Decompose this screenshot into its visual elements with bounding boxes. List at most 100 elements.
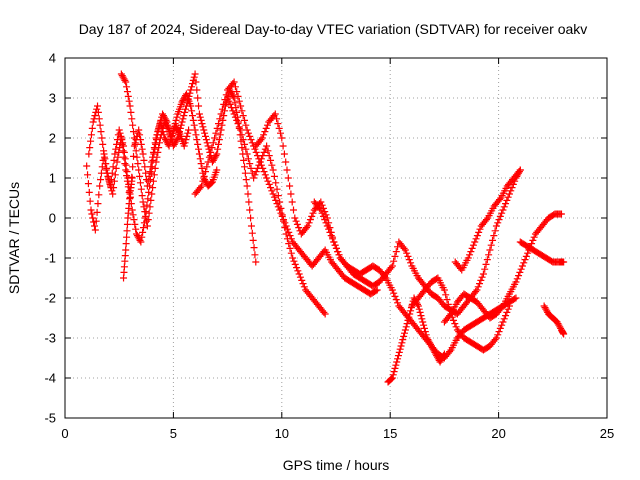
- data-point: [401, 329, 409, 337]
- data-point: [184, 129, 192, 137]
- data-point: [490, 232, 498, 240]
- data-point: [318, 209, 326, 217]
- data-point: [130, 152, 138, 160]
- series-sat-b: [85, 102, 193, 246]
- data-point: [197, 160, 205, 168]
- data-point: [482, 216, 490, 224]
- data-point: [165, 126, 173, 134]
- data-point: [247, 214, 255, 222]
- data-point: [257, 155, 265, 163]
- data-point: [320, 308, 328, 316]
- data-point: [124, 92, 132, 100]
- data-point: [194, 94, 202, 102]
- data-point: [476, 225, 484, 233]
- data-point: [294, 267, 302, 275]
- data-point: [121, 155, 129, 163]
- data-point: [274, 120, 282, 128]
- data-point: [182, 136, 190, 144]
- data-point: [291, 260, 299, 268]
- data-point: [149, 177, 157, 185]
- data-point: [230, 94, 238, 102]
- data-point: [466, 251, 474, 259]
- data-point: [219, 116, 227, 124]
- data-point: [151, 164, 159, 172]
- data-point: [485, 251, 493, 259]
- data-point: [392, 296, 400, 304]
- data-point: [87, 206, 95, 214]
- data-point: [247, 164, 255, 172]
- data-point: [277, 204, 285, 212]
- data-point: [137, 238, 145, 246]
- data-point: [217, 110, 225, 118]
- data-point: [503, 196, 511, 204]
- data-point: [129, 163, 137, 171]
- data-point: [93, 105, 101, 113]
- y-tick-label: 3: [49, 91, 56, 106]
- data-point: [255, 161, 263, 169]
- series-sat-l: [451, 166, 524, 274]
- data-point: [404, 252, 412, 260]
- data-point: [250, 174, 258, 182]
- data-point: [134, 160, 142, 168]
- data-point: [127, 108, 135, 116]
- data-point: [116, 129, 124, 137]
- data-point: [388, 375, 396, 383]
- data-point: [321, 216, 329, 224]
- data-point: [173, 113, 181, 121]
- data-point: [280, 150, 288, 158]
- data-point: [442, 291, 450, 299]
- data-point: [238, 131, 246, 139]
- data-point: [93, 208, 101, 216]
- data-point: [472, 288, 480, 296]
- data-point: [184, 96, 192, 104]
- data-point: [98, 134, 106, 142]
- data-point: [282, 230, 290, 238]
- data-point: [189, 116, 197, 124]
- data-point: [88, 124, 96, 132]
- data-point: [95, 191, 103, 199]
- data-point: [419, 318, 427, 326]
- data-point: [109, 163, 117, 171]
- plot-frame: [64, 57, 608, 419]
- data-point: [269, 190, 277, 198]
- data-point: [191, 126, 199, 134]
- data-point: [246, 206, 254, 214]
- data-point: [118, 136, 126, 144]
- data-point: [272, 179, 280, 187]
- data-point: [244, 129, 252, 137]
- data-point: [125, 97, 133, 105]
- data-point: [135, 126, 143, 134]
- data-point: [329, 235, 337, 243]
- data-point: [235, 123, 243, 131]
- data-point: [450, 316, 458, 324]
- data-point: [111, 150, 119, 158]
- data-point: [260, 168, 268, 176]
- data-point: [220, 100, 228, 108]
- data-point: [181, 139, 189, 147]
- data-point: [251, 171, 259, 179]
- data-point: [286, 182, 294, 190]
- data-point: [185, 92, 193, 100]
- data-point: [472, 235, 480, 243]
- data-point: [192, 131, 200, 139]
- data-point: [406, 310, 414, 318]
- data-point: [167, 132, 175, 140]
- series-sat-i: [384, 294, 448, 386]
- data-point: [218, 121, 226, 129]
- data-point: [148, 163, 156, 171]
- data-point: [264, 177, 272, 185]
- data-point: [507, 187, 515, 195]
- data-point: [529, 236, 537, 244]
- data-point: [407, 307, 415, 315]
- data-point: [388, 262, 396, 270]
- data-point: [492, 222, 500, 230]
- data-point: [113, 140, 121, 148]
- data-point: [278, 211, 286, 219]
- data-point: [123, 220, 131, 228]
- data-point: [518, 262, 526, 270]
- data-point: [317, 206, 325, 214]
- data-point: [482, 260, 490, 268]
- data-point: [515, 168, 523, 176]
- data-point: [136, 172, 144, 180]
- data-point: [295, 270, 303, 278]
